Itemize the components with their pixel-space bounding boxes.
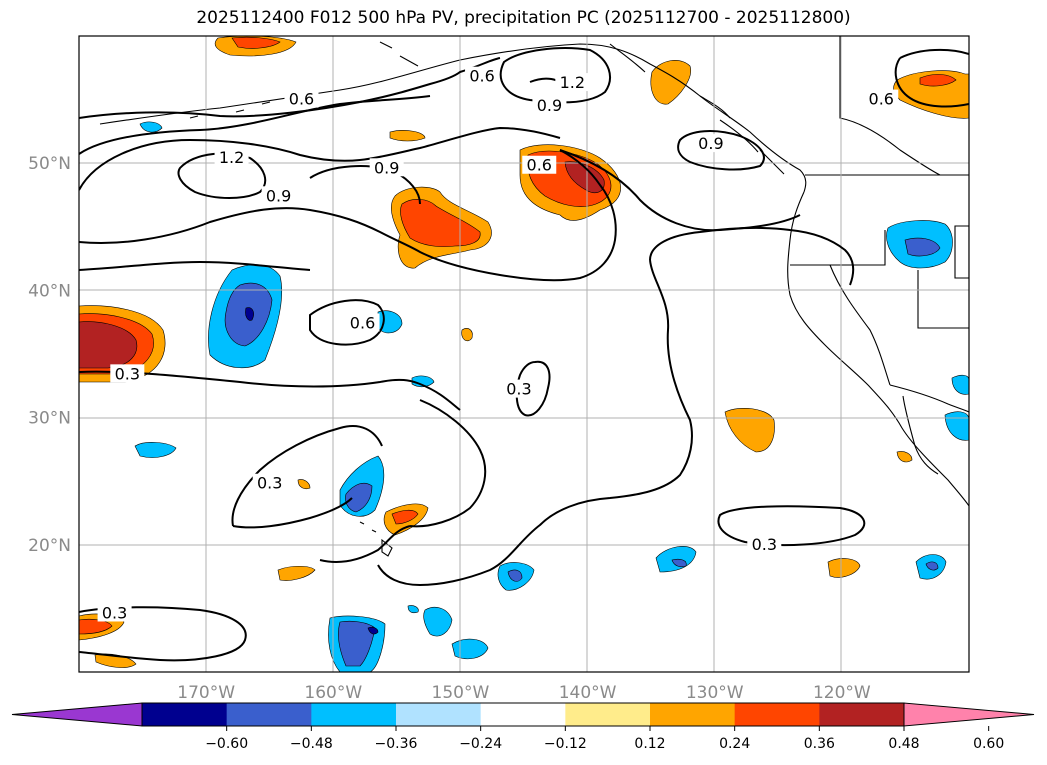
colorbar-label: 0.48: [888, 736, 919, 752]
colorbar-segment: [819, 703, 905, 726]
precip-positive-blobs: [79, 36, 969, 668]
contour-label-bg: [110, 364, 145, 383]
colorbar-segment: [565, 703, 651, 726]
contour-label: 0.6: [289, 90, 314, 109]
contour-label: 0.3: [506, 380, 531, 399]
colorbar-segment: [480, 703, 566, 726]
colorbar-segment: [311, 703, 397, 726]
contour-label-bg: [284, 89, 319, 108]
latitude-tick-labels: 20°N 30°N 40°N 50°N: [28, 154, 71, 556]
contour-label: 0.9: [266, 186, 291, 205]
lat-tick-label: 50°N: [28, 154, 71, 174]
contour-label-bg: [501, 379, 536, 398]
lat-tick-label: 40°N: [28, 281, 71, 301]
lon-tick-label: 170°W: [177, 683, 235, 703]
map-area: 0.6 0.6 1.2 0.9 0.9 1.2 0.9 0.9 0.6 0.6 0.6 0.3 0.3 0…: [79, 36, 969, 672]
longitude-tick-labels: 170°W 160°W 150°W 140°W 130°W 120°W: [177, 683, 871, 703]
contour-label-bg: [747, 534, 782, 553]
contour-labels: 0.6 0.6 1.2 0.9 0.9 1.2 0.9 0.9 0.6 0.6 0.6 0.3 0.3 0…: [97, 66, 899, 622]
contour-label: 0.9: [537, 96, 562, 115]
coastlines: [99, 36, 969, 557]
contour-label: 0.6: [469, 67, 494, 86]
contour-label-bg: [864, 89, 899, 108]
contour-label-bg: [214, 148, 249, 167]
contour-label-bg: [693, 134, 728, 153]
colorbar-min-extend: [11, 702, 143, 727]
colorbar-segment: [142, 703, 228, 726]
contour-label-bg: [369, 158, 404, 177]
contour-label: 0.3: [102, 603, 127, 622]
contour-label: 0.6: [350, 313, 375, 332]
colorbar-label: −0.48: [290, 736, 333, 752]
colorbar-label: 0.60: [973, 736, 1004, 752]
lon-tick-label: 130°W: [686, 683, 744, 703]
colorbar-label: 0.12: [634, 736, 665, 752]
colorbar-outline: [141, 702, 905, 727]
contour-label: 0.6: [527, 156, 552, 175]
lat-tick-label: 30°N: [28, 409, 71, 429]
contour-label: 1.2: [219, 148, 244, 167]
lon-tick-label: 150°W: [432, 683, 490, 703]
contour-label: 0.9: [698, 134, 723, 153]
colorbar-segment: [734, 703, 820, 726]
contour-label: 0.9: [374, 158, 399, 177]
contour-label: 0.6: [869, 90, 894, 109]
lat-tick-label: 20°N: [28, 536, 71, 556]
contour-label: 1.2: [560, 73, 585, 92]
contour-label-bg: [555, 73, 590, 92]
lon-tick-label: 160°W: [304, 683, 362, 703]
contour-label-bg: [532, 95, 567, 114]
lon-tick-label: 140°W: [559, 683, 617, 703]
contour-label: 0.3: [115, 364, 140, 383]
contour-label: 0.3: [257, 474, 282, 493]
colorbar-label: −0.36: [375, 736, 418, 752]
contour-label-bg: [345, 313, 380, 332]
colorbar-segment: [396, 703, 482, 726]
contour-label-bg: [522, 155, 557, 174]
lon-tick-label: 120°W: [813, 683, 871, 703]
colorbar-segment: [226, 703, 312, 726]
contour-label-bg: [252, 473, 287, 492]
colorbar-label: −0.12: [544, 736, 587, 752]
contour-label-bg: [261, 186, 296, 205]
colorbar: −0.60 −0.48 −0.36 −0.24 −0.12 0.12 0.24 0.36 0.4…: [11, 702, 1035, 752]
colorbar-max-extend: [903, 702, 1035, 727]
contour-label: 0.3: [752, 535, 777, 554]
colorbar-label: 0.36: [804, 736, 835, 752]
map-title: 2025112400 F012 500 hPa PV, precipitatio…: [196, 8, 851, 28]
colorbar-segment: [650, 703, 736, 726]
map-frame: [78, 35, 970, 673]
colorbar-label: 0.24: [719, 736, 750, 752]
colorbar-label: −0.24: [459, 736, 502, 752]
colorbar-label: −0.60: [205, 736, 248, 752]
contour-label-bg: [465, 66, 500, 85]
contour-label-bg: [97, 603, 132, 622]
